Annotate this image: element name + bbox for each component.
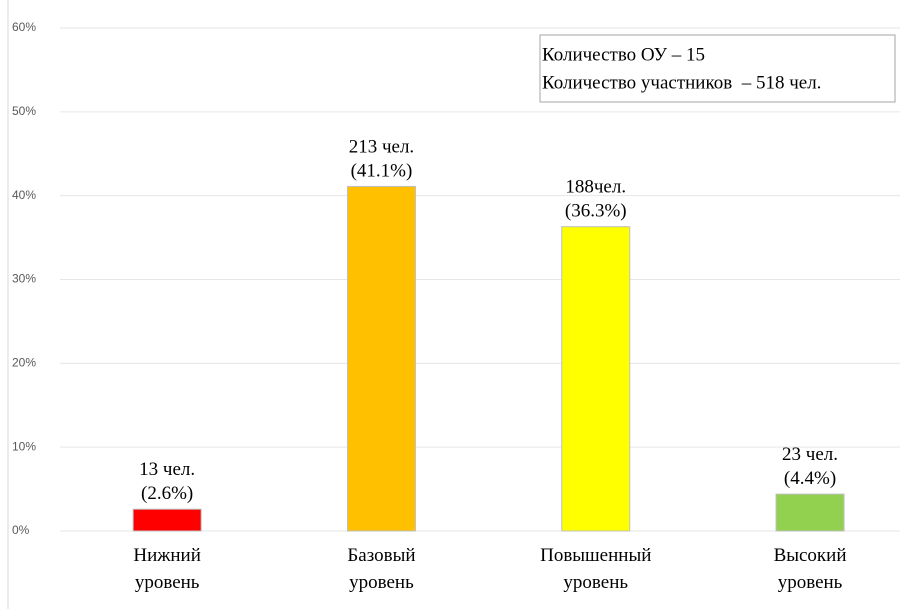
y-tick-label: 50% [12,104,36,118]
annotation: Количество ОУ – 15 [542,44,705,65]
x-tick-label: Базовый уровень [347,545,415,593]
value-label-line: 23 чел. [782,444,838,465]
y-tick-label: 0% [12,523,30,537]
x-tick-line: Нижний [133,545,201,566]
x-tick-line: Базовый [347,545,415,566]
bar [132,508,202,532]
y-tick-label: 10% [12,439,36,453]
value-label-line: (41.1%) [351,161,413,182]
annotation-box [539,34,896,103]
value-label-line: (4.4%) [784,468,836,489]
y-tick-label: 40% [12,188,36,202]
annotation: Количество участников – 518 чел. [542,72,821,93]
x-tick-line: Повышенный [540,545,651,566]
x-tick-line: уровень [349,572,414,593]
x-tick-label: Высокий уровень [774,545,847,593]
y-tick-label: 30% [12,272,36,286]
value-label: 188чел. (36.3%) [565,177,627,222]
x-tick-line: уровень [563,572,628,593]
value-label: 23 чел. (4.4%) [782,444,838,489]
y-tick-label: 20% [12,356,36,370]
bar [346,185,416,532]
value-label-line: 213 чел. [349,137,414,158]
x-tick-line: уровень [778,572,843,593]
x-tick-line: Высокий [774,545,847,566]
bar [561,226,631,532]
value-label-line: (2.6%) [141,484,193,505]
value-label-line: (36.3%) [565,201,627,222]
x-tick-label: Повышенный уровень [540,545,651,593]
y-tick-label: 60% [12,20,36,34]
value-label-line: 13 чел. [139,460,195,481]
value-label: 213 чел. (41.1%) [349,137,414,182]
value-label: 13 чел. (2.6%) [139,460,195,505]
x-tick-label: Нижний уровень [133,545,201,593]
bar [775,493,845,532]
value-label-line: 188чел. [565,177,626,198]
x-tick-line: уровень [135,572,200,593]
